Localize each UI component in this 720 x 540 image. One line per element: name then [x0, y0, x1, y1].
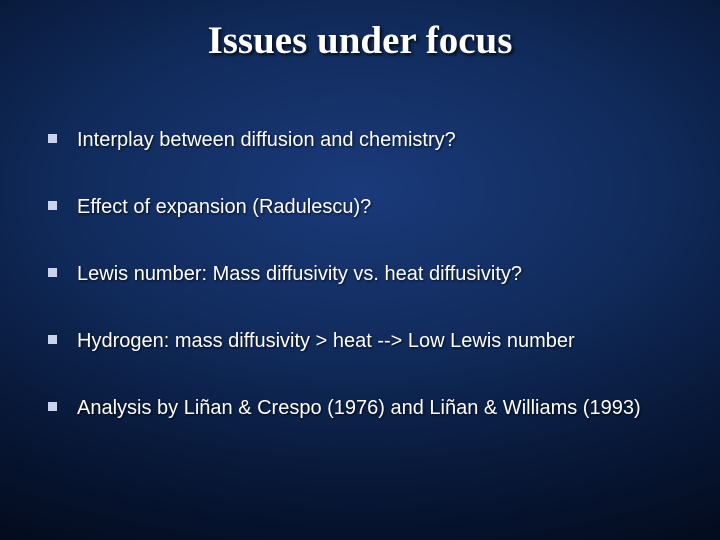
list-item-text: Effect of expansion (Radulescu)?: [77, 195, 680, 220]
bullet-marker-icon: [48, 201, 57, 210]
slide-title: Issues under focus: [0, 18, 720, 63]
list-item-text: Hydrogen: mass diffusivity > heat --> Lo…: [77, 329, 680, 354]
list-item: Effect of expansion (Radulescu)?: [48, 195, 680, 220]
bullet-marker-icon: [48, 335, 57, 344]
list-item: Hydrogen: mass diffusivity > heat --> Lo…: [48, 329, 680, 354]
list-item: Interplay between diffusion and chemistr…: [48, 128, 680, 153]
list-item: Lewis number: Mass diffusivity vs. heat …: [48, 262, 680, 287]
list-item-text: Lewis number: Mass diffusivity vs. heat …: [77, 262, 680, 287]
bullet-list: Interplay between diffusion and chemistr…: [48, 128, 680, 463]
list-item-text: Interplay between diffusion and chemistr…: [77, 128, 680, 153]
bullet-marker-icon: [48, 268, 57, 277]
bullet-marker-icon: [48, 134, 57, 143]
list-item-text: Analysis by Liñan & Crespo (1976) and Li…: [77, 396, 680, 421]
bullet-marker-icon: [48, 402, 57, 411]
list-item: Analysis by Liñan & Crespo (1976) and Li…: [48, 396, 680, 421]
